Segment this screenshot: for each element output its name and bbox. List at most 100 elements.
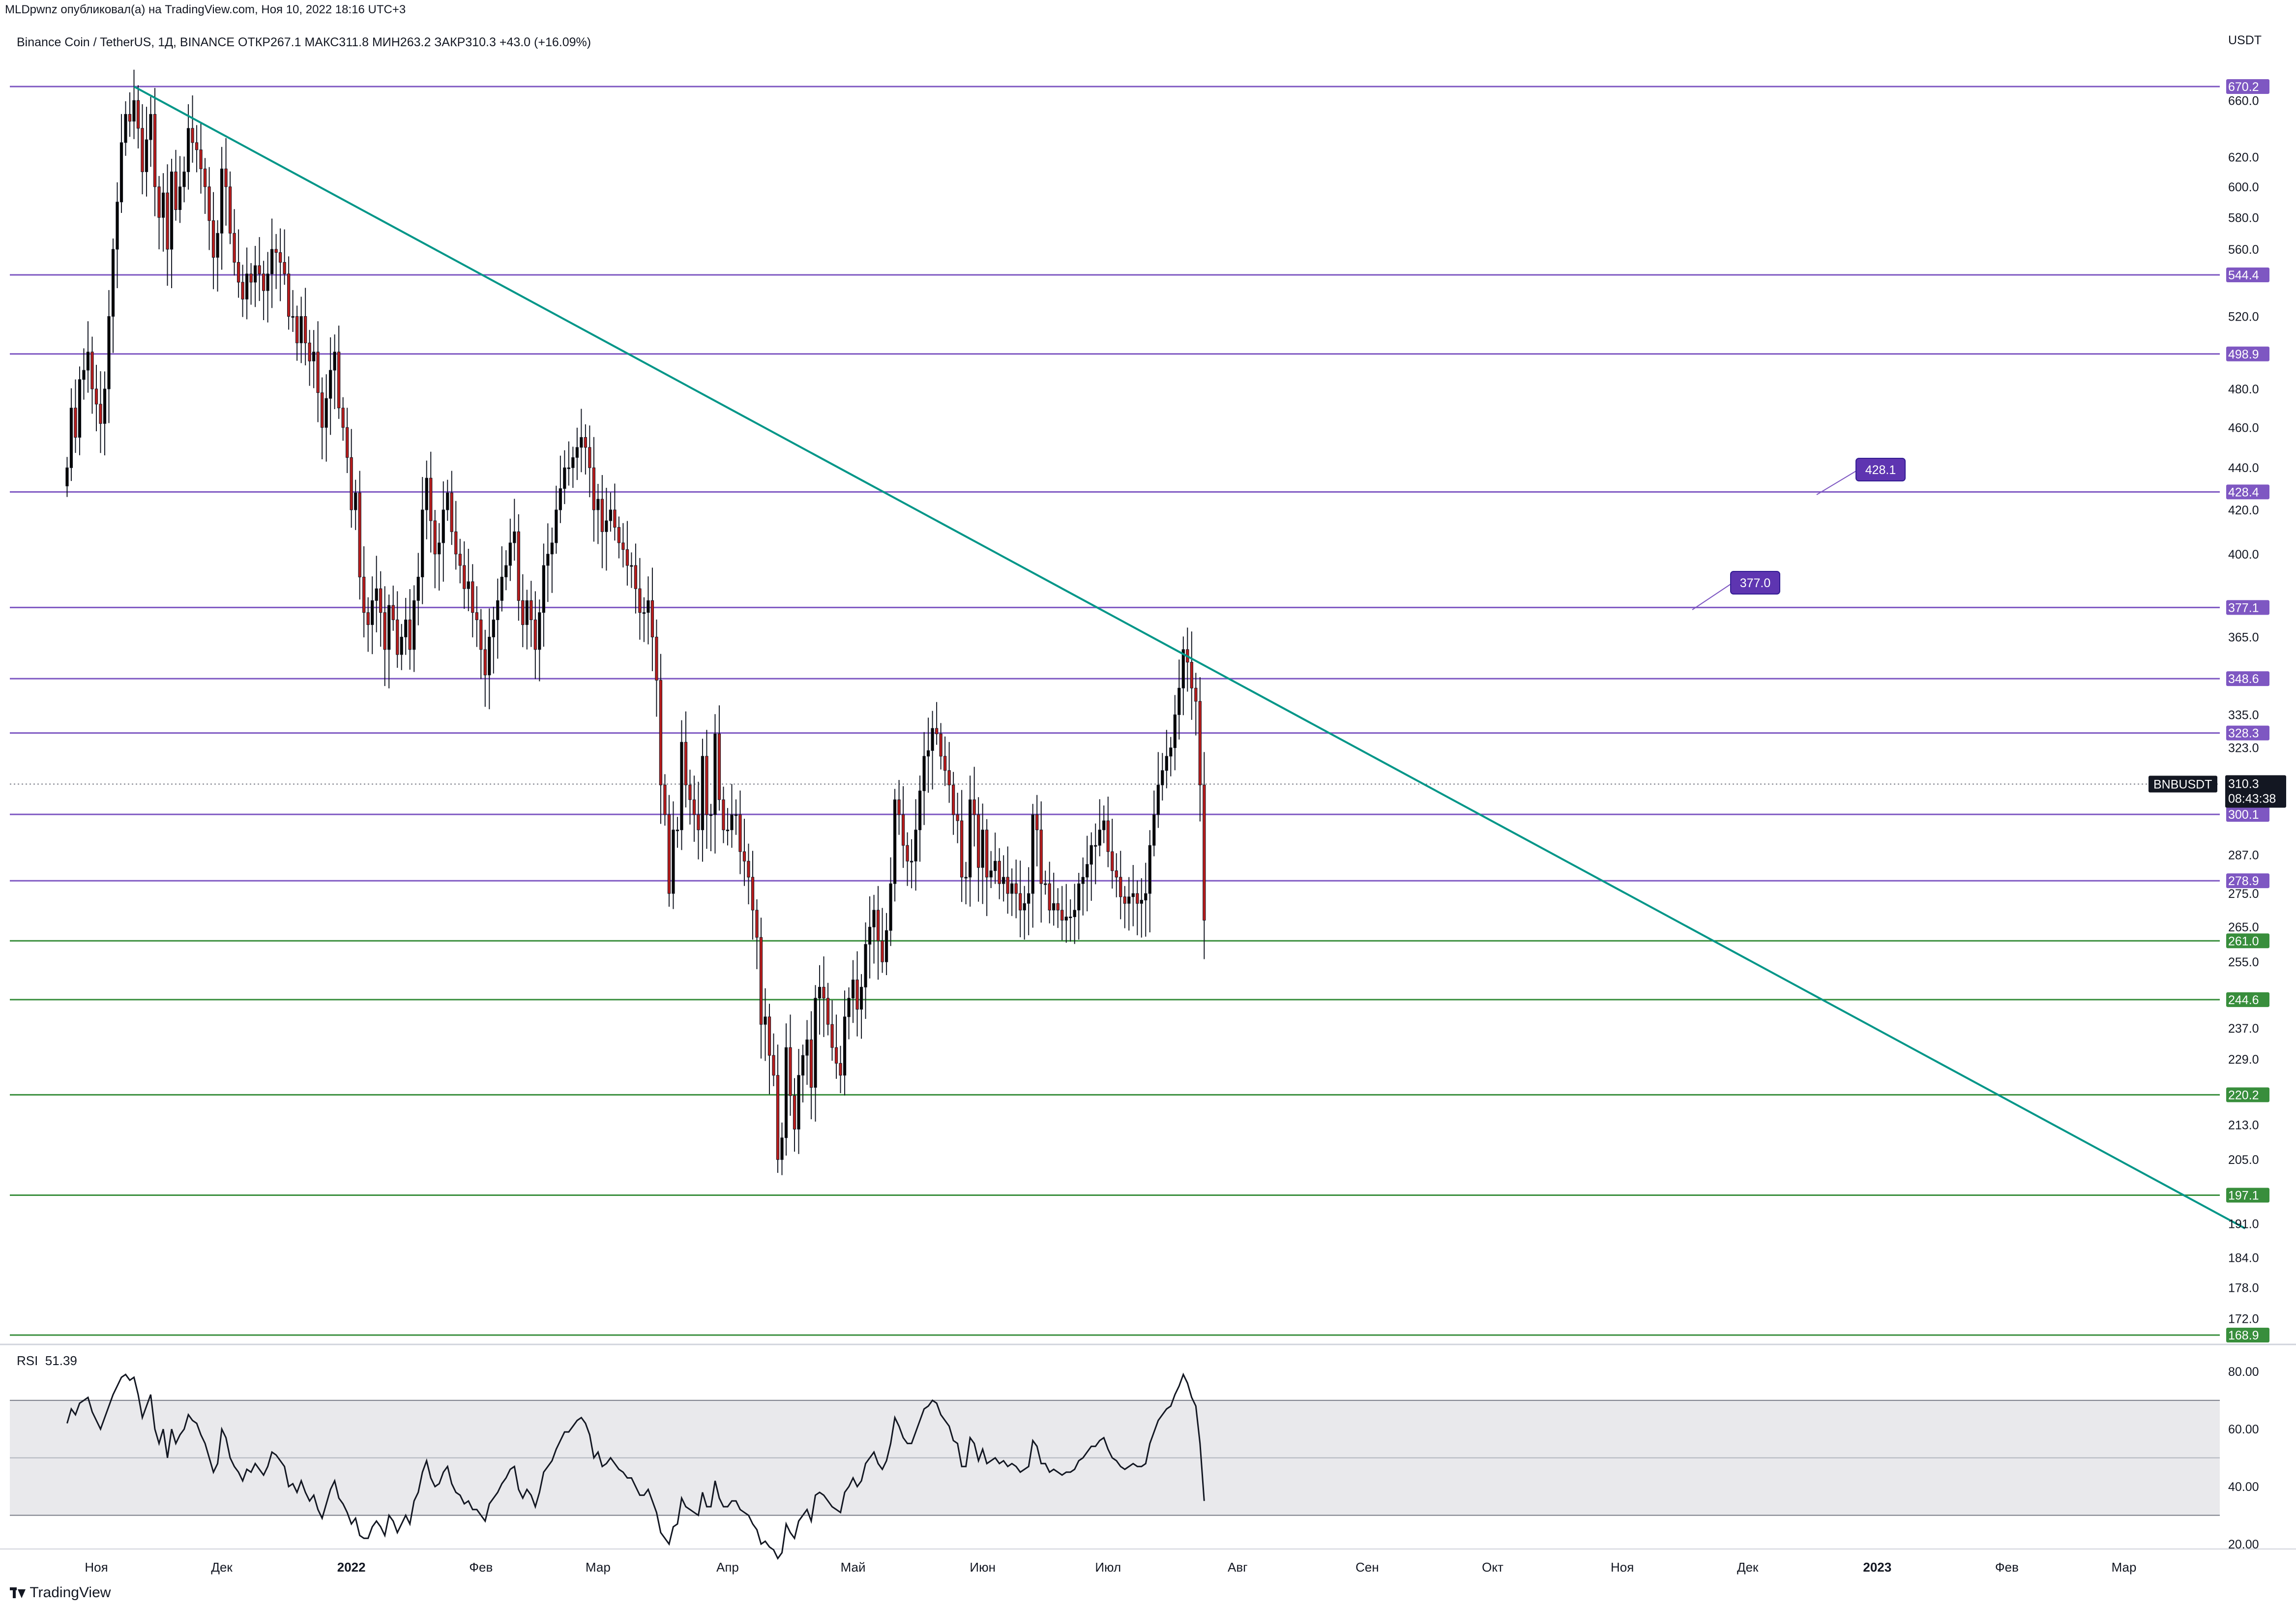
candle-body <box>855 980 859 1010</box>
candle-body <box>513 531 516 543</box>
price-note-pointer <box>1692 584 1731 610</box>
rsi-value: 51.39 <box>45 1353 77 1368</box>
candle-body <box>145 139 148 172</box>
resistance-level-tag <box>2226 346 2269 361</box>
candle-body <box>981 830 984 868</box>
candle-body <box>985 830 989 878</box>
candle-body <box>914 830 917 862</box>
candle-body <box>533 619 537 650</box>
candle-body <box>876 910 880 941</box>
candle-body <box>416 576 420 601</box>
candle-body <box>90 352 94 389</box>
candle-body <box>956 814 959 821</box>
candle-body <box>621 542 625 550</box>
candle-body <box>412 600 416 650</box>
candle-body <box>906 845 909 862</box>
candle-body <box>186 128 190 172</box>
candle-body <box>258 265 261 274</box>
resistance-level-tag-label: 544.4 <box>2228 268 2259 282</box>
candle-body <box>321 392 324 428</box>
candle-body <box>918 790 922 831</box>
candle-body <box>279 252 282 263</box>
resistance-level-tag-label: 498.9 <box>2228 348 2259 361</box>
candle-body <box>463 565 466 589</box>
candle-body <box>287 273 291 317</box>
candle-body <box>1023 903 1026 911</box>
candle-body <box>483 649 487 676</box>
candle-body <box>220 168 224 234</box>
candle-body <box>830 1024 834 1048</box>
candle-body <box>1086 864 1089 878</box>
candle-body <box>312 352 316 361</box>
time-tick-label: Авг <box>1228 1560 1248 1575</box>
candle-body <box>797 1075 800 1130</box>
rsi-tick-label: 40.00 <box>2228 1480 2259 1494</box>
price-tick-label: 660.0 <box>2228 94 2259 108</box>
candle-body <box>1127 896 1131 904</box>
candle-body <box>274 249 278 253</box>
candle-body <box>1136 893 1139 904</box>
candle-body <box>371 600 374 625</box>
candle-body <box>191 128 194 143</box>
candle-body <box>701 756 705 831</box>
candle-body <box>488 636 491 676</box>
candle-body <box>241 282 244 299</box>
candle-body <box>705 756 708 815</box>
candle-body <box>216 233 219 258</box>
candle-body <box>596 499 600 510</box>
candle-body <box>149 114 152 140</box>
candle-body <box>747 861 750 878</box>
candle-body <box>588 447 591 468</box>
candle-body <box>584 437 587 448</box>
candle-body <box>1081 877 1085 884</box>
candle-body <box>538 612 541 650</box>
candle-body <box>734 814 738 816</box>
price-tick-label: 460.0 <box>2228 421 2259 435</box>
candle-body <box>1115 870 1118 878</box>
candle-body <box>814 998 817 1088</box>
candle-body <box>1048 883 1051 911</box>
candle-body <box>366 612 370 625</box>
candle-body <box>1006 877 1009 894</box>
candle-body <box>864 944 867 987</box>
candle-body <box>793 1095 796 1130</box>
candle-body <box>500 576 503 601</box>
candle-body <box>178 186 182 210</box>
price-tick-label: 229.0 <box>2228 1053 2259 1067</box>
price-tick-label: 420.0 <box>2228 504 2259 517</box>
tradingview-logo[interactable]: TradingView <box>10 1584 111 1601</box>
candle-body <box>751 877 755 911</box>
candle-body <box>119 142 123 203</box>
candle-body <box>663 784 667 815</box>
candle-body <box>141 128 144 172</box>
candle-body <box>931 728 934 751</box>
candle-body <box>1131 893 1135 897</box>
candle-body <box>647 600 650 613</box>
rsi-label: RSI 51.39 <box>17 1353 77 1369</box>
price-tick-label: 205.0 <box>2228 1153 2259 1167</box>
support-level-tag-label: 244.6 <box>2228 993 2259 1007</box>
price-tick-label: 287.0 <box>2228 848 2259 862</box>
candle-body <box>1069 917 1072 919</box>
tradingview-logo-icon <box>10 1587 26 1598</box>
candle-body <box>1094 845 1097 847</box>
candle-body <box>972 799 976 815</box>
candle-body <box>450 492 453 532</box>
candle-body <box>157 186 161 218</box>
price-tick-label: 520.0 <box>2228 310 2259 324</box>
bar-countdown: 08:43:38 <box>2228 792 2276 806</box>
candle-body <box>994 861 997 871</box>
time-tick-label: Ноя <box>85 1560 108 1575</box>
candle-body <box>295 316 299 343</box>
price-tick-label: 275.0 <box>2228 887 2259 901</box>
price-tick-label: 265.0 <box>2228 921 2259 934</box>
candle-body <box>354 492 357 510</box>
candle-body <box>943 756 947 771</box>
resistance-level-tag <box>2226 671 2269 686</box>
candle-body <box>78 379 82 438</box>
candle-body <box>1111 851 1114 871</box>
candle-body <box>638 588 642 613</box>
last-price-value: 310.3 <box>2228 777 2259 791</box>
candle-body <box>926 750 930 757</box>
